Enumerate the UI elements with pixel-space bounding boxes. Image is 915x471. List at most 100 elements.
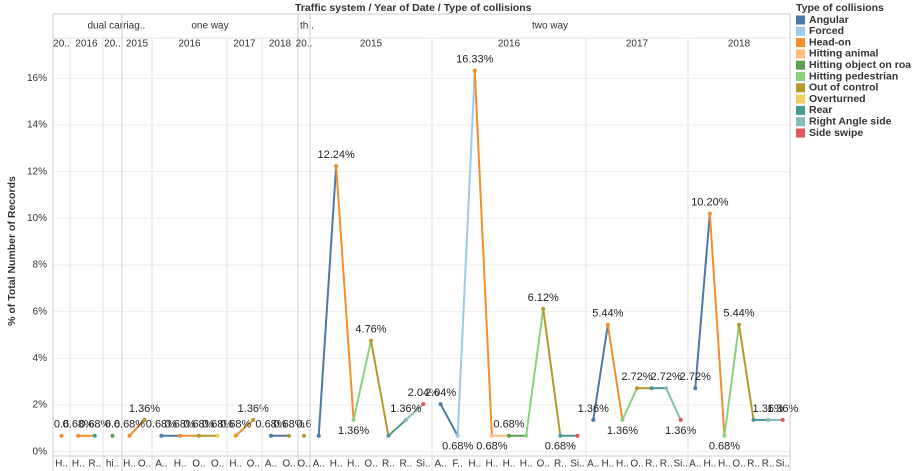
point: [766, 417, 771, 422]
x-tick-label: R..: [399, 459, 412, 470]
legend-label: Hitting animal: [809, 48, 879, 60]
value-label: 1.36%: [753, 403, 784, 415]
x-tick-label: H..: [468, 459, 481, 470]
legend-swatch: [796, 94, 805, 104]
x-tick-label: O..: [732, 459, 745, 470]
x-tick-label: Si..: [775, 459, 789, 470]
point: [575, 433, 580, 438]
x-tick-label: A..: [587, 459, 599, 470]
value-label: 0.68%: [476, 441, 507, 453]
x-tick-label: R..: [554, 459, 567, 470]
value-label: 2.04%: [425, 387, 456, 399]
point: [635, 386, 639, 391]
legend-swatch: [796, 105, 805, 115]
x-tick-label: A..: [689, 459, 701, 470]
x-tick-label: H..: [703, 459, 716, 470]
point: [507, 433, 511, 438]
point: [127, 433, 132, 438]
x-tick-label: A..: [155, 459, 167, 470]
group-label: th..: [300, 21, 314, 32]
value-label: 0.68%: [146, 419, 177, 431]
point: [59, 433, 64, 438]
line-segment: [665, 387, 682, 421]
y-axis-title: % of Total Number of Records: [6, 176, 18, 326]
x-tick-label: H..: [55, 459, 68, 470]
value-label: 0.68%: [493, 419, 524, 431]
legend-swatch: [796, 128, 805, 138]
point: [722, 433, 727, 438]
value-label: 1.36%: [665, 425, 696, 437]
y-tick-label: 8%: [33, 260, 48, 271]
y-tick-label: 2%: [33, 400, 48, 411]
line-segment: [592, 324, 609, 421]
value-label: 0.68%: [255, 419, 286, 431]
line-segment: [128, 419, 146, 437]
legend-swatch: [796, 15, 805, 25]
year-label: 2018: [728, 39, 751, 50]
x-tick-label: Si..: [416, 459, 430, 470]
x-tick-label: O..: [211, 459, 224, 470]
x-tick-label: R..: [747, 459, 760, 470]
legend-label: Head-on: [809, 36, 851, 48]
year-label: 2015: [360, 39, 383, 50]
line-segment: [335, 165, 355, 421]
point: [421, 402, 426, 407]
legend-label: Hitting pedestrian: [809, 70, 898, 82]
x-tick-label: O..: [192, 459, 205, 470]
value-label: 1.36%: [238, 403, 269, 415]
legend-label: Right Angle side: [809, 115, 892, 127]
year-label: 20..: [53, 39, 70, 50]
value-label: 2.72%: [621, 371, 652, 383]
point: [620, 417, 625, 422]
year-label: 20..: [296, 39, 313, 50]
point: [693, 386, 698, 391]
line-segment: [317, 166, 338, 436]
line-segment: [606, 324, 624, 421]
value-label: 0.68%: [202, 419, 233, 431]
group-label: one way: [191, 21, 228, 32]
x-tick-label: O..: [630, 459, 643, 470]
y-tick-label: 6%: [33, 306, 48, 317]
y-tick-label: 4%: [33, 353, 48, 364]
value-label: 10.20%: [691, 197, 729, 209]
x-tick-label: H..: [616, 459, 629, 470]
value-label: 2.72%: [651, 371, 682, 383]
group-label: two way: [532, 21, 568, 32]
x-tick-label: O..: [138, 459, 151, 470]
x-tick-label: H..: [520, 459, 533, 470]
x-tick-label: Si..: [570, 459, 584, 470]
point: [524, 433, 529, 438]
legend-title: Type of collisions: [796, 2, 884, 14]
legend-swatch: [796, 49, 805, 59]
line-segment: [352, 340, 372, 421]
point: [215, 433, 220, 438]
year-label: 2015: [126, 39, 149, 50]
value-label: 4.76%: [355, 324, 386, 336]
legend-swatch: [796, 72, 805, 81]
value-label: 1.36%: [578, 403, 609, 415]
point: [386, 433, 391, 438]
line-segment: [738, 324, 755, 421]
x-tick-label: Si..: [673, 459, 687, 470]
x-tick-label: A..: [434, 459, 446, 470]
chart-title: Traffic system / Year of Date / Type of …: [295, 2, 532, 14]
point: [369, 338, 373, 343]
x-tick-label: H..: [718, 459, 731, 470]
x-tick-label: R..: [88, 459, 101, 470]
y-tick-label: 12%: [27, 166, 47, 177]
year-label: 20..: [104, 39, 121, 50]
value-label: 6.12%: [528, 292, 559, 304]
x-tick-label: H..: [123, 459, 136, 470]
line-segment: [525, 308, 545, 436]
line-segment: [456, 70, 476, 436]
legend-swatch: [796, 117, 805, 127]
x-tick-label: A..: [265, 459, 277, 470]
point: [334, 164, 339, 169]
legend-label: Side swipe: [809, 127, 863, 139]
legend-swatch: [796, 38, 805, 48]
legend-swatch: [796, 83, 805, 93]
point: [558, 433, 563, 438]
legend-swatch: [796, 26, 805, 36]
point: [302, 433, 306, 438]
